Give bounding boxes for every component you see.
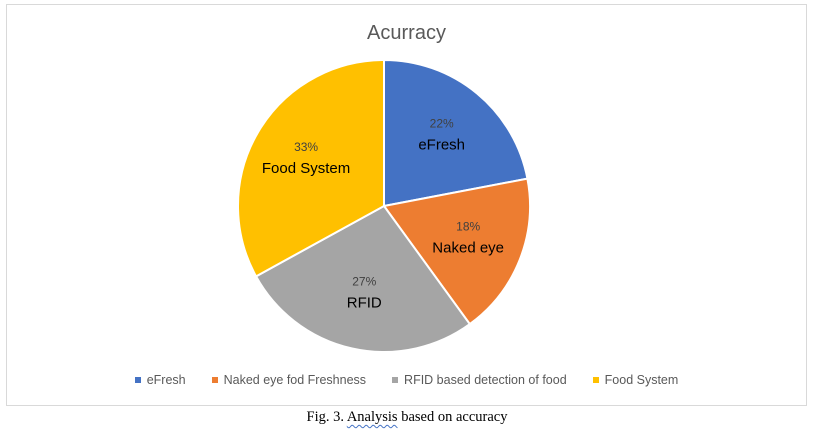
chart-title: Acurracy <box>367 22 446 44</box>
legend-label-efresh: eFresh <box>146 373 186 387</box>
legend-label-rfid: RFID based detection of food <box>404 373 567 387</box>
legend-swatch-rfid <box>392 377 399 383</box>
caption-suffix: based on accuracy <box>397 409 508 425</box>
pie-slice-naked-eye <box>382 177 531 326</box>
legend-item-food-system: Food System <box>592 373 679 387</box>
caption-prefix: Fig. 3. <box>306 409 347 425</box>
pie-slice-label-rfid: RFID <box>347 294 382 311</box>
pie-slice-efresh <box>383 58 529 208</box>
pie-percent-label-naked-eye: 18% <box>456 219 480 233</box>
pie-percent-label-food-system: 33% <box>294 140 318 154</box>
legend-item-efresh: eFresh <box>134 373 186 387</box>
legend-swatch-food-system <box>592 377 599 383</box>
pie-percent-label-efresh: 22% <box>430 116 454 130</box>
pie-percent-label-rfid: 27% <box>352 274 376 288</box>
pie-slice-rfid <box>254 204 472 353</box>
pie-slice-label-naked-eye: Naked eye <box>432 239 504 256</box>
legend-label-food-system: Food System <box>604 373 679 387</box>
pie-slice-label-food-system: Food System <box>262 160 350 177</box>
chart-area: Acurracy 22% eFresh 18% Naked eye 27% RFID 33%… <box>6 4 807 406</box>
pie-slice-food-system <box>237 58 385 278</box>
legend-item-rfid: RFID based detection of food <box>392 373 567 387</box>
pie-slice-label-efresh: eFresh <box>418 136 465 153</box>
legend-swatch-efresh <box>134 377 141 383</box>
pie-chart: 22% eFresh 18% Naked eye 27% RFID 33% Food Syst… <box>237 58 531 353</box>
legend-label-naked-eye: Naked eye fod Freshness <box>223 373 367 387</box>
caption-word: Analysis <box>346 409 398 425</box>
legend-swatch-naked-eye <box>211 377 218 383</box>
figure-caption: Fig. 3. Analysis based on accuracy <box>0 409 814 426</box>
legend: eFresh Naked eye fod Freshness RFID base… <box>7 373 806 387</box>
legend-item-naked-eye: Naked eye fod Freshness <box>211 373 367 387</box>
